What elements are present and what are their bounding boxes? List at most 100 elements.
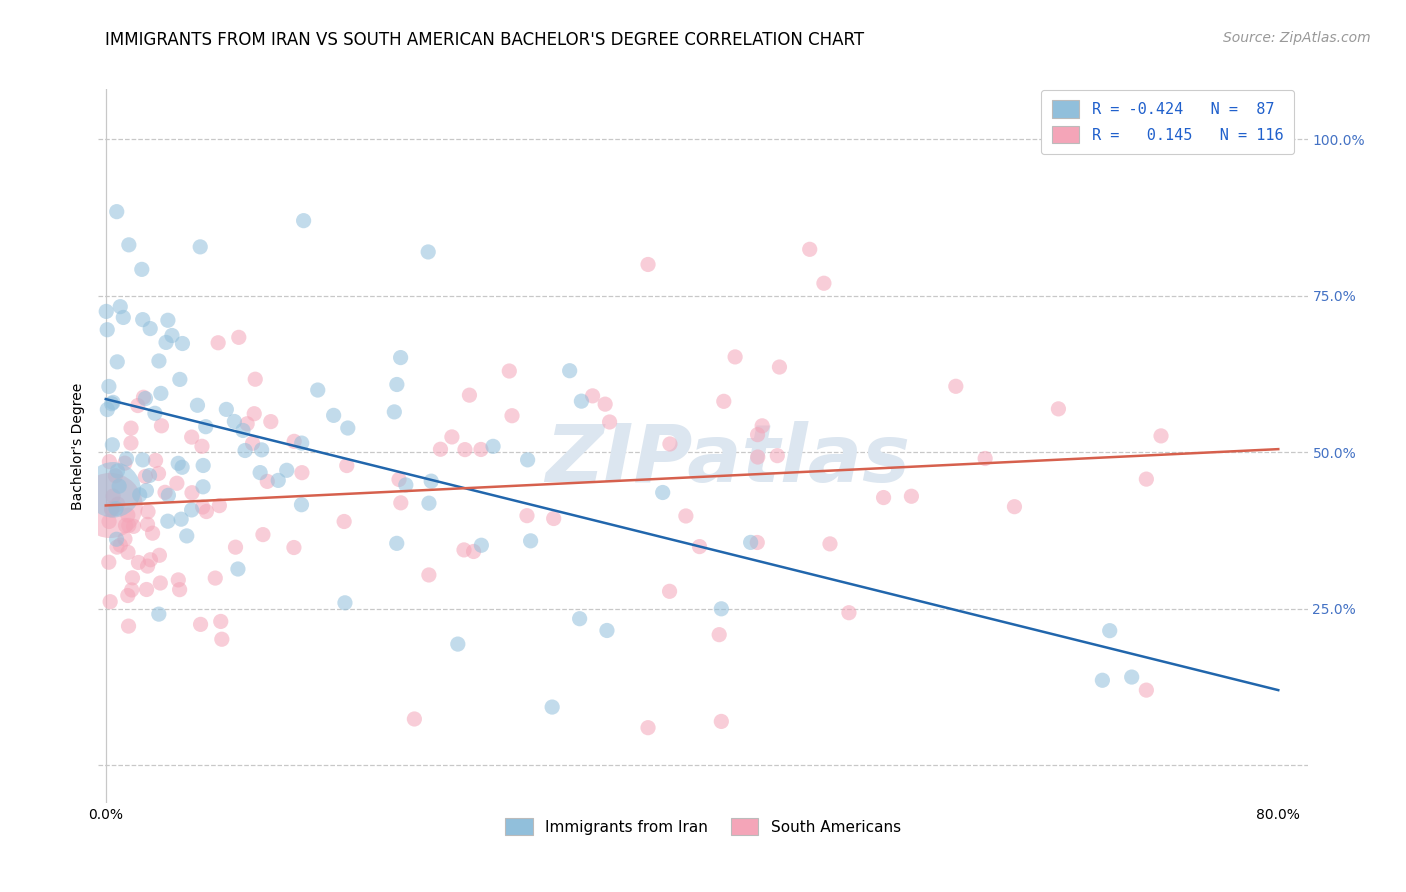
Point bbox=[242, 436, 264, 450]
Point bbox=[1121, 670, 1143, 684]
Point bbox=[766, 449, 789, 463]
Point bbox=[114, 456, 136, 470]
Point bbox=[872, 491, 894, 505]
Point bbox=[267, 474, 290, 488]
Text: Source: ZipAtlas.com: Source: ZipAtlas.com bbox=[1223, 31, 1371, 45]
Point bbox=[747, 535, 769, 549]
Point bbox=[96, 304, 118, 318]
Point bbox=[97, 555, 120, 569]
Point bbox=[204, 571, 226, 585]
Point bbox=[463, 544, 485, 558]
Point bbox=[713, 394, 735, 409]
Point bbox=[418, 496, 440, 510]
Point bbox=[208, 499, 231, 513]
Text: IMMIGRANTS FROM IRAN VS SOUTH AMERICAN BACHELOR'S DEGREE CORRELATION CHART: IMMIGRANTS FROM IRAN VS SOUTH AMERICAN B… bbox=[105, 31, 865, 49]
Point bbox=[105, 355, 128, 369]
Point bbox=[172, 336, 194, 351]
Point bbox=[128, 488, 150, 502]
Point bbox=[148, 607, 170, 621]
Point bbox=[170, 512, 193, 526]
Point bbox=[252, 527, 274, 541]
Point bbox=[110, 538, 132, 552]
Point bbox=[501, 409, 523, 423]
Point bbox=[136, 517, 159, 532]
Point bbox=[97, 379, 120, 393]
Point bbox=[114, 518, 136, 533]
Point bbox=[482, 439, 505, 453]
Point bbox=[98, 455, 121, 469]
Legend: Immigrants from Iran, South Americans: Immigrants from Iran, South Americans bbox=[499, 812, 907, 841]
Point bbox=[291, 436, 314, 450]
Point bbox=[249, 466, 271, 480]
Point bbox=[193, 458, 215, 473]
Point bbox=[211, 632, 233, 647]
Point bbox=[181, 485, 204, 500]
Point bbox=[139, 321, 162, 335]
Point bbox=[117, 545, 139, 559]
Point bbox=[186, 398, 208, 412]
Point bbox=[558, 364, 581, 378]
Point bbox=[385, 377, 408, 392]
Point bbox=[105, 533, 128, 547]
Point bbox=[176, 529, 198, 543]
Point bbox=[593, 397, 616, 411]
Point bbox=[121, 571, 143, 585]
Point bbox=[194, 419, 217, 434]
Point bbox=[945, 379, 967, 393]
Point bbox=[167, 573, 190, 587]
Point bbox=[117, 589, 139, 603]
Point bbox=[127, 399, 149, 413]
Point bbox=[131, 262, 153, 277]
Point bbox=[651, 485, 673, 500]
Point bbox=[418, 568, 440, 582]
Point bbox=[107, 464, 129, 478]
Point bbox=[818, 537, 841, 551]
Point bbox=[395, 478, 418, 492]
Point bbox=[136, 505, 159, 519]
Point bbox=[131, 312, 153, 326]
Point bbox=[100, 503, 122, 517]
Point bbox=[101, 438, 124, 452]
Point bbox=[191, 500, 214, 514]
Point bbox=[336, 421, 359, 435]
Point bbox=[568, 612, 591, 626]
Point bbox=[709, 628, 731, 642]
Point bbox=[768, 359, 790, 374]
Point bbox=[307, 383, 329, 397]
Point bbox=[153, 485, 176, 500]
Point bbox=[292, 213, 315, 227]
Point bbox=[389, 496, 412, 510]
Point bbox=[127, 556, 149, 570]
Point bbox=[429, 442, 451, 457]
Point bbox=[98, 499, 121, 513]
Point bbox=[207, 335, 229, 350]
Point bbox=[142, 526, 165, 541]
Point bbox=[243, 407, 266, 421]
Point bbox=[747, 450, 769, 464]
Point bbox=[134, 392, 156, 406]
Point bbox=[418, 244, 440, 259]
Point bbox=[440, 430, 463, 444]
Point bbox=[98, 595, 121, 609]
Point bbox=[813, 277, 835, 291]
Point bbox=[191, 439, 214, 453]
Point bbox=[117, 508, 139, 522]
Point bbox=[740, 535, 762, 549]
Point bbox=[180, 430, 202, 444]
Point bbox=[134, 469, 156, 483]
Point bbox=[120, 421, 142, 435]
Point bbox=[543, 511, 565, 525]
Point bbox=[236, 417, 259, 431]
Point bbox=[250, 442, 273, 457]
Point bbox=[96, 323, 118, 337]
Point bbox=[135, 582, 157, 597]
Point bbox=[101, 483, 124, 497]
Point bbox=[132, 453, 155, 467]
Point bbox=[838, 606, 860, 620]
Point bbox=[276, 463, 298, 477]
Point bbox=[900, 489, 922, 503]
Point bbox=[1135, 683, 1157, 698]
Point bbox=[160, 328, 183, 343]
Point bbox=[283, 434, 305, 449]
Point bbox=[571, 394, 593, 409]
